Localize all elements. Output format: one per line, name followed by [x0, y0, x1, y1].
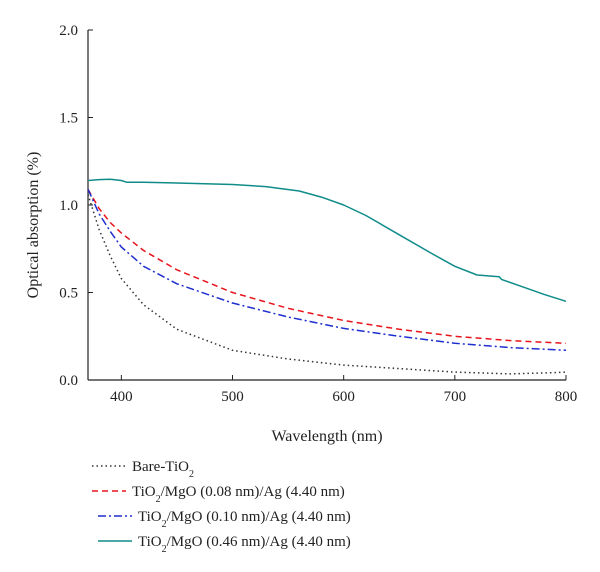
x-tick-label: 500 — [221, 389, 244, 405]
x-tick-label: 400 — [110, 389, 133, 405]
legend: Bare-TiO2 TiO2/MgO (0.08 nm)/Ag (4.40 nm)… — [92, 459, 351, 555]
y-tick-label: 1.0 — [59, 198, 78, 214]
x-tick-label: 700 — [444, 389, 467, 405]
legend-label-4: TiO2/MgO (0.46 nm)/Ag (4.40 nm) — [138, 534, 351, 555]
y-tick-label: 1.5 — [59, 111, 78, 127]
legend-label-3: TiO2/MgO (0.10 nm)/Ag (4.40 nm) — [138, 509, 351, 530]
y-tick-label: 2.0 — [59, 23, 78, 39]
series-line-3 — [87, 188, 567, 352]
series-line-1 — [87, 194, 567, 375]
y-tick-label: 0.0 — [59, 373, 78, 389]
legend-label-1: Bare-TiO2 — [132, 459, 194, 480]
x-tick-label: 800 — [555, 389, 578, 405]
series-line-4 — [87, 178, 567, 303]
x-tick-label: 600 — [332, 389, 355, 405]
legend-label-2: TiO2/MgO (0.08 nm)/Ag (4.40 nm) — [132, 484, 345, 505]
series-line-2 — [87, 188, 567, 345]
axes: 0.0 0.5 1.0 1.5 2.0 400 500 600 700 800 — [59, 23, 577, 405]
series-layer — [87, 178, 567, 375]
y-axis-title: Optical absorption (%) — [25, 152, 42, 299]
x-axis-title: Wavelength (nm) — [271, 428, 382, 445]
y-tick-label: 0.5 — [59, 286, 78, 302]
